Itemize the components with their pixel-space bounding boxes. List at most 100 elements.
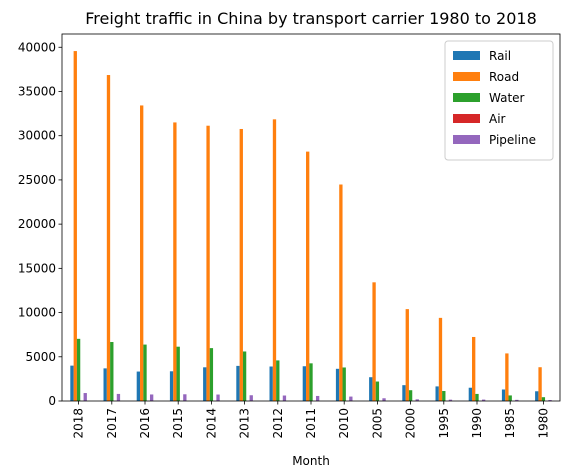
bar-water-1980 <box>541 397 546 401</box>
legend-swatch-water <box>453 93 480 102</box>
bar-pipeline-1980 <box>548 400 552 401</box>
legend-label-road: Road <box>489 70 519 84</box>
y-tick-label-15000: 15000 <box>18 261 56 275</box>
bar-pipeline-2012 <box>282 395 287 401</box>
legend-swatch-air <box>453 114 480 123</box>
legend-box <box>444 40 554 161</box>
bar-water-2017 <box>110 342 114 401</box>
bar-pipeline-2015 <box>183 394 187 401</box>
bar-road-1985 <box>505 353 509 401</box>
bar-pipeline-2013 <box>249 395 253 401</box>
bar-water-2011 <box>309 363 313 401</box>
x-tick-label-1990: 1990 <box>470 408 484 439</box>
bar-water-2013 <box>242 351 247 401</box>
bar-road-2014 <box>206 125 210 402</box>
bar-water-1990 <box>475 393 479 401</box>
x-tick-label-1995: 1995 <box>437 408 451 439</box>
legend-label-air: Air <box>489 112 506 126</box>
x-tick-label-2011: 2011 <box>304 408 318 439</box>
bar-road-2000 <box>405 309 409 401</box>
axes-layer: 0 5000 10000 15000 20000 25000 30000 35000 40000… <box>18 33 561 439</box>
bar-rail-2015 <box>169 371 174 401</box>
y-tick-label-25000: 25000 <box>18 173 56 187</box>
bar-road-2011 <box>306 151 310 401</box>
y-tick-label-30000: 30000 <box>18 129 56 143</box>
legend: Rail Road Water Air Pipeline <box>444 40 554 161</box>
bar-rail-1990 <box>468 387 473 401</box>
x-tick-label-2010: 2010 <box>337 408 351 439</box>
bar-rail-1985 <box>501 389 506 401</box>
bar-pipeline-2005 <box>382 398 386 401</box>
legend-label-water: Water <box>489 91 525 105</box>
bar-rail-2010 <box>335 368 340 401</box>
bar-water-2018 <box>76 338 81 401</box>
bar-pipeline-2000 <box>415 399 419 401</box>
bar-pipeline-1995 <box>448 399 453 401</box>
chart-title: Freight traffic in China by transport ca… <box>85 9 537 28</box>
bar-water-2005 <box>375 381 380 401</box>
bar-road-1990 <box>472 336 476 401</box>
bar-pipeline-2018 <box>83 393 87 401</box>
y-tick-label-0: 0 <box>48 394 56 408</box>
bar-pipeline-2014 <box>216 394 220 401</box>
legend-swatch-rail <box>453 51 480 60</box>
y-tick-label-20000: 20000 <box>18 217 56 231</box>
bar-water-1995 <box>442 391 446 401</box>
bar-rail-2016 <box>136 371 141 401</box>
bar-water-2000 <box>408 390 413 401</box>
bar-water-2016 <box>143 344 147 401</box>
bar-rail-1995 <box>435 386 439 401</box>
x-tick-label-2018: 2018 <box>72 408 86 439</box>
bar-road-2016 <box>140 105 144 401</box>
bar-road-2005 <box>372 282 376 401</box>
x-tick-label-2014: 2014 <box>204 408 218 439</box>
bar-rail-2018 <box>70 365 74 401</box>
x-tick-label-2012: 2012 <box>271 408 285 439</box>
bar-pipeline-1990 <box>481 399 486 401</box>
bar-road-2010 <box>339 184 343 401</box>
bar-water-2010 <box>342 367 346 401</box>
bar-pipeline-2011 <box>315 395 320 401</box>
x-tick-label-2013: 2013 <box>238 408 252 439</box>
bar-water-2014 <box>209 348 214 401</box>
bar-road-2018 <box>73 51 77 401</box>
bar-rail-2011 <box>302 366 307 401</box>
bar-water-2015 <box>176 346 180 401</box>
bar-road-2013 <box>239 128 243 402</box>
bar-rail-2000 <box>402 385 406 401</box>
legend-label-rail: Rail <box>489 49 511 63</box>
bar-water-2012 <box>276 360 280 401</box>
x-tick-label-2005: 2005 <box>370 408 384 439</box>
bar-pipeline-1985 <box>515 399 519 401</box>
x-tick-label-2000: 2000 <box>404 408 418 439</box>
x-tick-label-2017: 2017 <box>105 408 119 439</box>
y-tick-label-35000: 35000 <box>18 84 56 98</box>
bar-pipeline-2010 <box>349 396 353 401</box>
bar-pipeline-2017 <box>116 393 121 401</box>
bar-rail-2013 <box>236 365 240 401</box>
legend-swatch-pipeline <box>453 135 480 144</box>
bar-road-2012 <box>272 119 277 401</box>
legend-label-pipeline: Pipeline <box>489 133 536 147</box>
x-tick-label-2016: 2016 <box>138 408 152 439</box>
x-tick-label-1985: 1985 <box>503 408 517 439</box>
bar-road-2017 <box>106 75 111 401</box>
bar-pipeline-2016 <box>149 394 154 401</box>
bar-rail-2012 <box>269 366 273 401</box>
bar-rail-2005 <box>369 377 373 401</box>
y-tick-label-10000: 10000 <box>18 306 56 320</box>
bar-road-1995 <box>438 317 443 401</box>
bar-water-1985 <box>508 395 512 401</box>
x-tick-label-1980: 1980 <box>536 408 550 439</box>
bar-rail-1980 <box>535 391 539 401</box>
y-tick-label-40000: 40000 <box>18 40 56 54</box>
bar-road-2015 <box>173 122 177 402</box>
x-tick-label-2015: 2015 <box>171 408 185 439</box>
y-tick-label-5000: 5000 <box>25 350 56 364</box>
bar-road-1980 <box>538 367 542 401</box>
bars-layer <box>70 51 552 402</box>
bar-rail-2014 <box>203 367 207 401</box>
bar-rail-2017 <box>103 368 107 401</box>
legend-swatch-road <box>453 72 480 81</box>
